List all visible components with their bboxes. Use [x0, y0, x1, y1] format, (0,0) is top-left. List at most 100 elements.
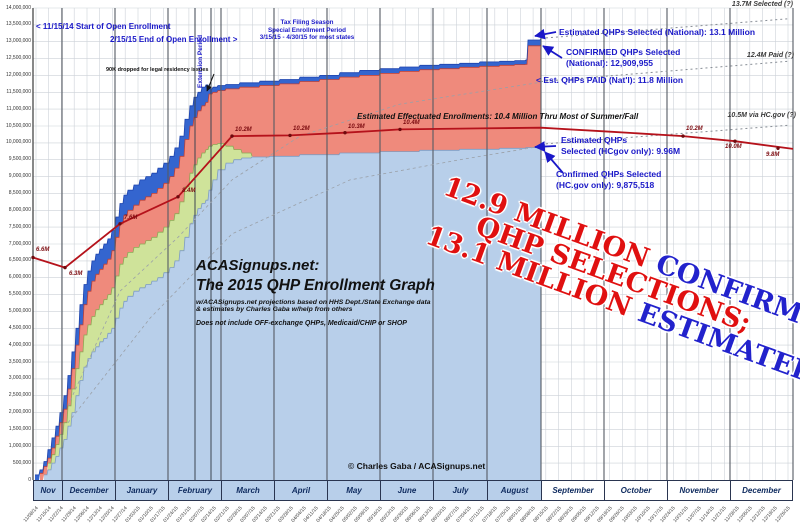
- month-band-november-12: November: [667, 480, 730, 501]
- effectuated-value-label: 10.0M: [725, 144, 742, 151]
- dropped-90k-note: 90K dropped for legal residency issues: [106, 67, 209, 73]
- projection-label: 12.4M Paid (?): [746, 52, 794, 59]
- y-tick-label: 8,500,000: [8, 189, 31, 196]
- month-band-september-10: September: [541, 480, 604, 501]
- y-tick-label: 12,500,000: [5, 55, 31, 62]
- confirmed-national-line1: CONFIRMED QHPs Selected: [566, 47, 681, 57]
- tax-season-note: Tax Filing Season Special Enrollment Per…: [243, 19, 371, 42]
- y-tick-label: 10,000,000: [5, 139, 31, 146]
- tax-season-line2: Special Enrollment Period: [267, 26, 347, 34]
- headline-stamp: 12.9 MILLION CONFIRMED QHP SELECTIONS; 1…: [422, 171, 800, 390]
- site-name-title: ACASignups.net:: [196, 257, 320, 274]
- chart-title-block: ACASignups.net: The 2015 QHP Enrollment …: [196, 257, 435, 327]
- month-band-january-2: January: [115, 480, 168, 501]
- boundary-salmon: [40, 44, 542, 474]
- confirmed-hcgov-line2: (HC.gov only): 9,875,518: [556, 179, 655, 190]
- month-band-february-3: February: [168, 480, 221, 501]
- effectuated-value-label: 10.2M: [235, 127, 252, 134]
- annotation-arrow: [534, 28, 557, 40]
- y-tick-label: 2,000,000: [8, 409, 31, 416]
- y-tick-label: 11,000,000: [6, 105, 31, 112]
- dashed-trajectory: [67, 81, 542, 406]
- effectuated-point: [733, 139, 737, 143]
- effectuated-value-label: 10.4M: [403, 120, 420, 127]
- month-band-may-6: May: [327, 480, 380, 501]
- y-tick-label: 1,500,000: [8, 425, 31, 432]
- effectuated-point: [230, 134, 234, 138]
- dotted-projection-line: [540, 60, 789, 82]
- effectuated-value-label: 10.2M: [293, 126, 310, 133]
- y-tick-label: 4,500,000: [8, 324, 31, 331]
- month-band-july-8: July: [433, 480, 487, 501]
- month-band-june-7: June: [380, 480, 433, 501]
- estimated-national-note: Estimated QHPs Selected (National): 13.1…: [559, 27, 756, 37]
- effectuated-point: [681, 134, 685, 138]
- y-tick-label: 11,500,000: [6, 88, 31, 95]
- area-confirmed-salmon: [40, 44, 541, 480]
- boundary-lightblue: [44, 146, 542, 476]
- y-tick-label: 7,500,000: [8, 223, 31, 230]
- confirmed-national-note: CONFIRMED QHPs Selected (National): 12,9…: [566, 47, 680, 68]
- y-tick-label: 14,000,000: [5, 4, 31, 11]
- tax-season-line3: 3/15/15 - 4/30/15 for most states: [259, 34, 355, 42]
- y-tick-label: 6,000,000: [8, 274, 31, 281]
- y-tick-label: 9,500,000: [8, 156, 31, 163]
- dropped-90k-arrow: [206, 73, 215, 92]
- y-tick-label: 5,500,000: [8, 291, 31, 298]
- effectuated-point: [288, 133, 292, 138]
- month-band-march-4: March: [221, 480, 274, 501]
- effectuated-value-label: 9.8M: [766, 152, 780, 159]
- dotted-projection-line: [540, 124, 789, 145]
- copyright-note: © Charles Gaba / ACASignups.net: [348, 461, 486, 471]
- effectuated-value-label: 8.4M: [182, 187, 196, 194]
- y-tick-label: 4,000,000: [8, 341, 31, 348]
- projection-label: 10.5M via HC.gov (?): [727, 112, 796, 119]
- boundary-green: [48, 143, 253, 464]
- month-band-december-1: December: [62, 480, 115, 501]
- y-tick-label: 13,500,000: [5, 21, 31, 28]
- y-tick-label: 0: [28, 476, 31, 483]
- effectuated-value-label: 10.3M: [348, 123, 365, 130]
- chart-title: The 2015 QHP Enrollment Graph: [196, 277, 435, 294]
- month-band-april-5: April: [274, 480, 327, 501]
- month-band-december-13: December: [730, 480, 793, 501]
- estimated-hcgov-line2: Selected (HCgov only): 9.96M: [561, 145, 681, 156]
- month-band-nov-0: Nov: [33, 480, 62, 501]
- confirmed-national-line2: (National): 12,909,955: [566, 57, 653, 68]
- effectuated-line: [32, 126, 794, 269]
- chart-subtitle-line2: & estimates by Charles Gaba w/help from …: [196, 306, 353, 313]
- estimated-hcgov-note: Estimated QHPs Selected (HCgov only): 9.…: [561, 135, 680, 156]
- month-band-august-9: August: [487, 480, 541, 501]
- effectuated-value-label: 6.3M: [69, 270, 83, 277]
- stamp-line2: QHP SELECTIONS;: [431, 198, 795, 352]
- y-tick-label: 7,000,000: [8, 240, 31, 247]
- effectuated-point: [776, 146, 780, 150]
- annotation-arrow: [534, 141, 557, 152]
- projection-label: 13.7M Selected (?): [731, 1, 793, 8]
- y-tick-label: 13,000,000: [5, 38, 31, 45]
- month-band-october-11: October: [604, 480, 667, 501]
- effectuated-point: [63, 265, 67, 270]
- y-tick-label: 5,000,000: [8, 307, 31, 314]
- chart-exclusion-note: Does not include OFF-exchange QHPs, Medi…: [196, 320, 407, 327]
- annotation-arrow: [544, 151, 564, 174]
- chart-subtitle-line1: w/ACASignups.net projections based on HH…: [196, 299, 431, 306]
- dotted-projection-line: [540, 18, 789, 39]
- estimated-paid-note: < Est. QHPs PAID (Nat'l): 11.8 Million: [536, 75, 684, 85]
- confirmed-hcgov-line1: Confirmed QHPs Selected: [556, 169, 662, 179]
- y-tick-label: 9,000,000: [8, 173, 31, 180]
- y-tick-label: 10,500,000: [5, 122, 31, 129]
- effectuated-point: [31, 255, 35, 260]
- y-tick-label: 3,000,000: [8, 375, 31, 382]
- boundary-blue: [35, 38, 542, 476]
- effectuated-enrollments-note: Estimated Effectuated Enrollments: 10.4 …: [357, 112, 639, 121]
- effectuated-value-label: 6.6M: [36, 247, 50, 254]
- effectuated-value-label: 10.2M: [686, 126, 703, 133]
- y-tick-label: 1,000,000: [8, 442, 31, 449]
- y-tick-label: 12,000,000: [5, 71, 31, 78]
